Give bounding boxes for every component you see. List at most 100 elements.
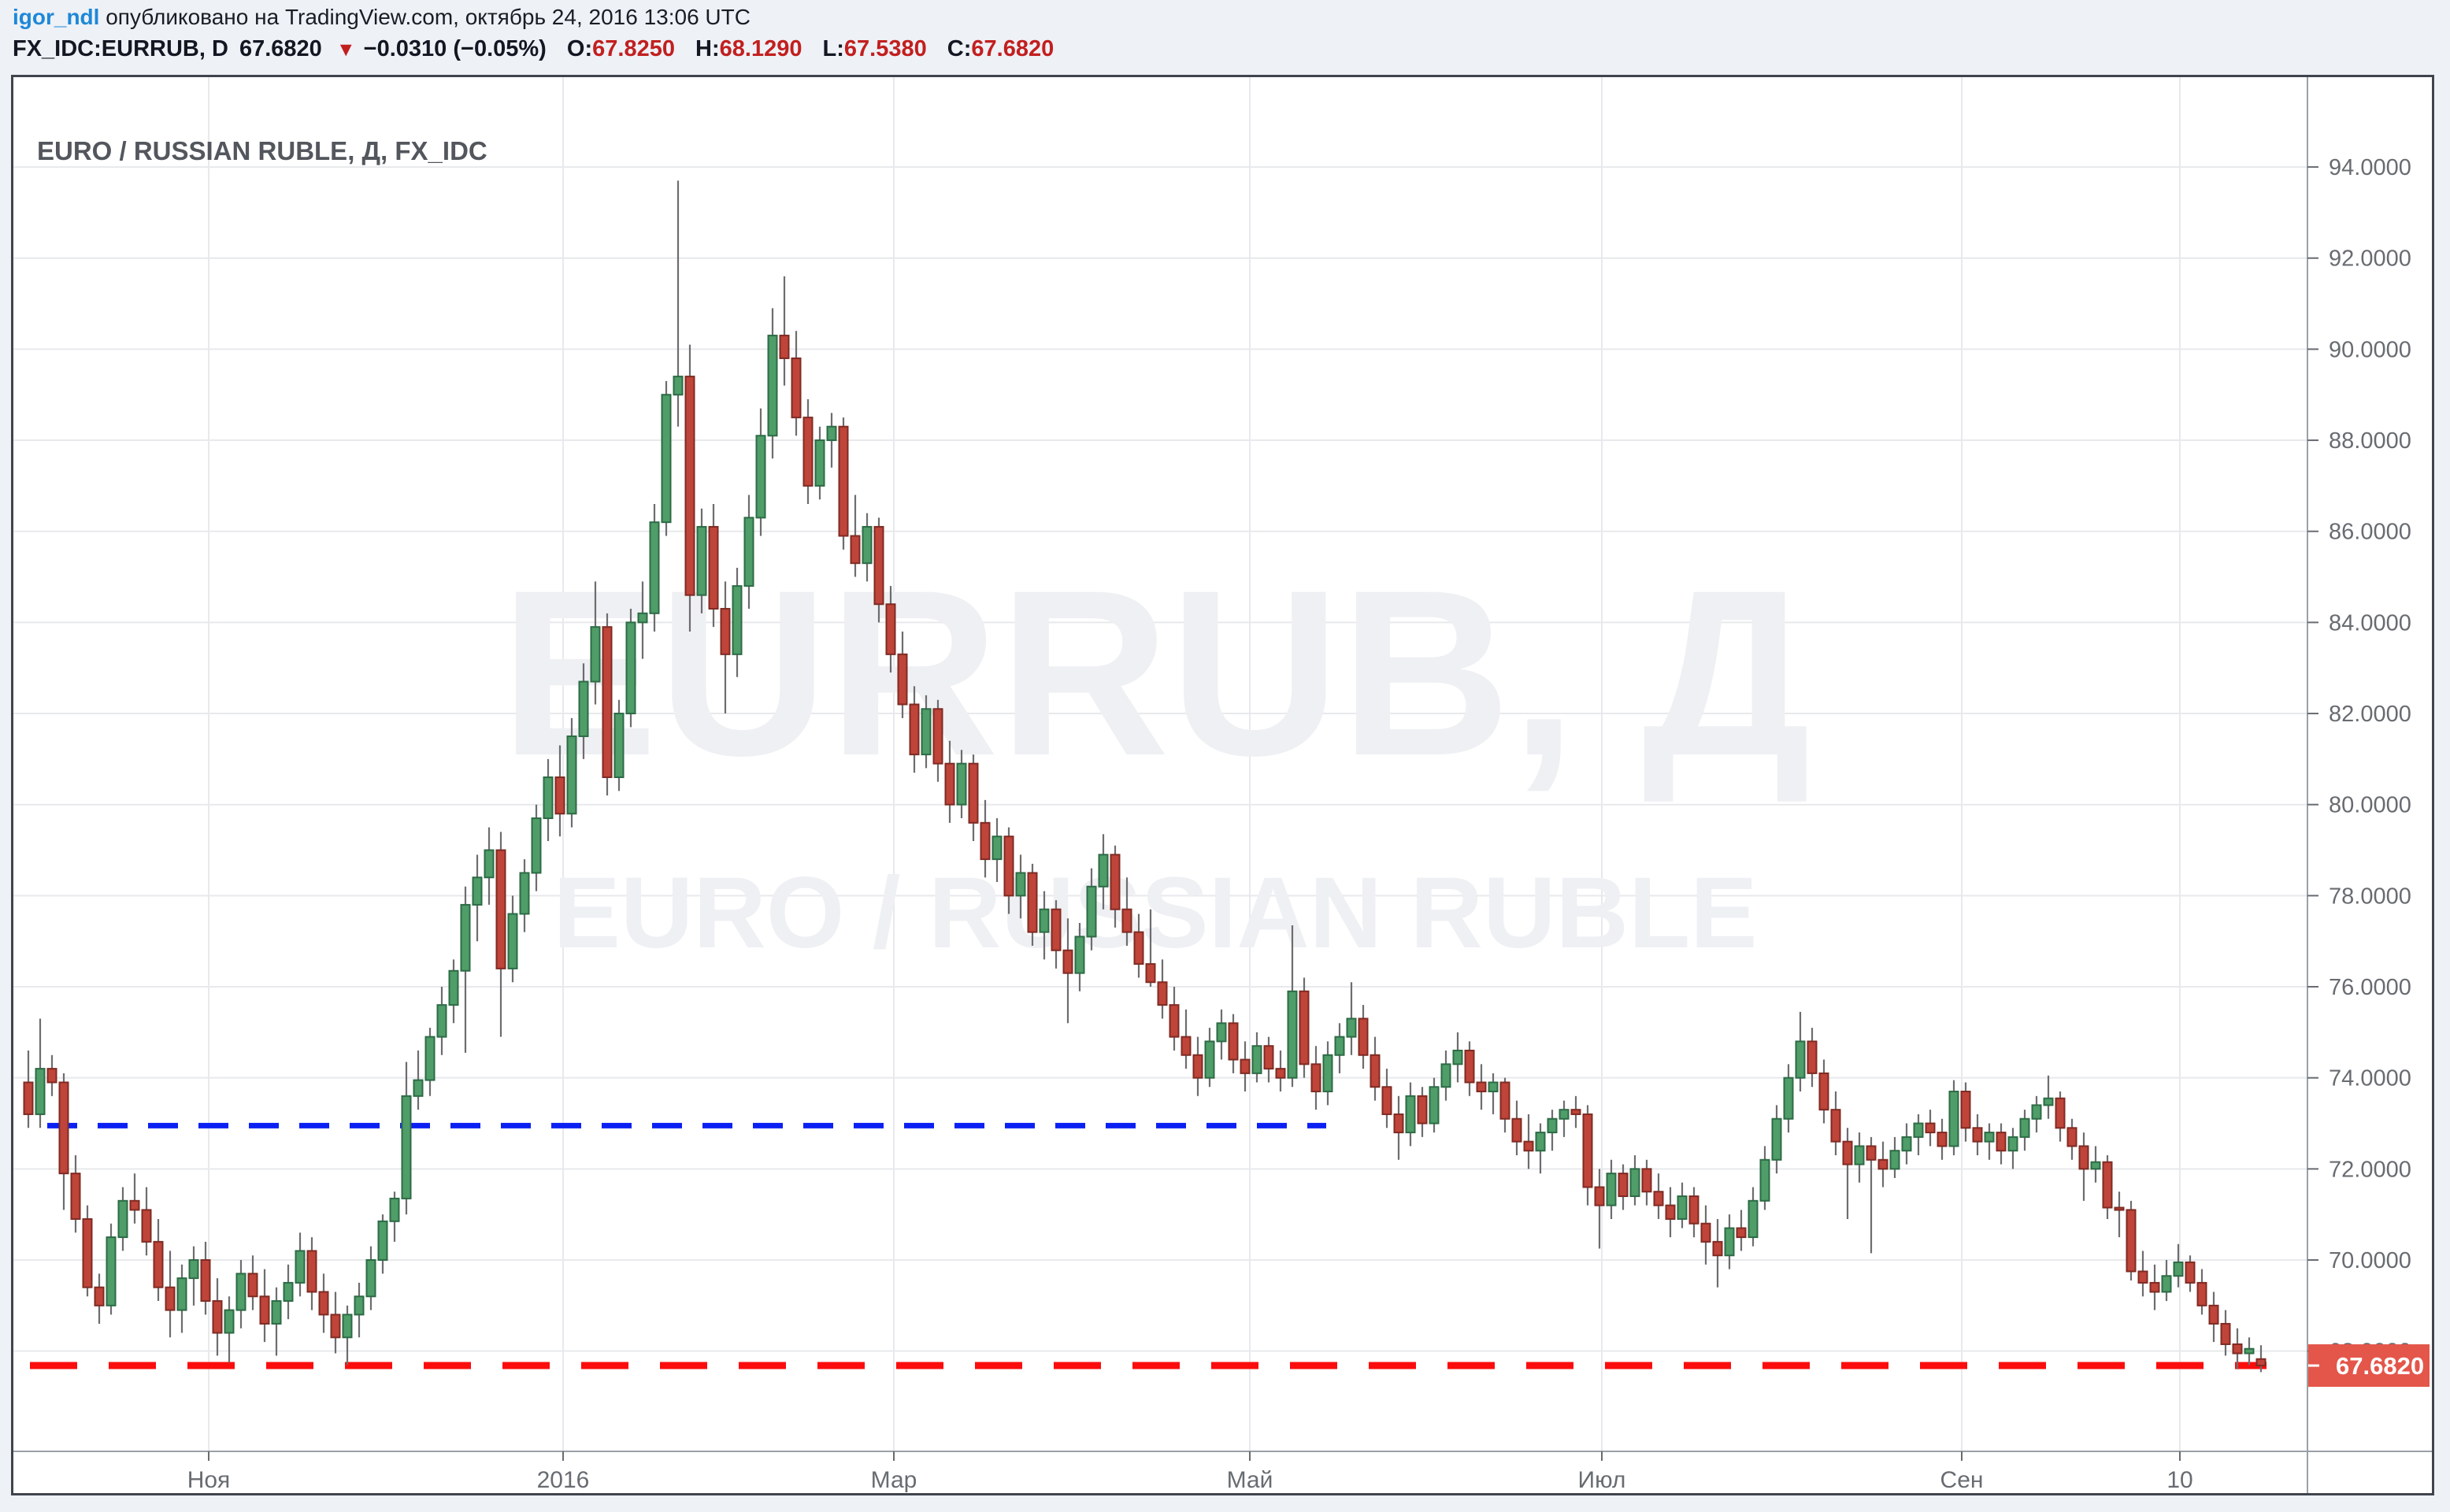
candle-body-down (2208, 1304, 2219, 1325)
candle-body-up (377, 1220, 388, 1261)
candle-body-up (2090, 1161, 2101, 1170)
candle (141, 1187, 152, 1256)
candle (862, 513, 873, 582)
candle-body-down (1665, 1204, 1676, 1220)
candle-body-up (767, 335, 778, 437)
candle (1866, 1136, 1877, 1254)
candle-body-up (448, 969, 459, 1006)
candle (1251, 1032, 1262, 1083)
candle-body-up (1748, 1199, 1759, 1239)
candle-body-down (2220, 1322, 2231, 1345)
candle-body-down (708, 525, 719, 610)
candle-body-down (1157, 981, 1168, 1006)
candle-body-down (2255, 1358, 2267, 1367)
candle-body-up (413, 1079, 424, 1097)
candle-body-down (802, 417, 814, 487)
candle (247, 1255, 258, 1310)
candle-body-down (165, 1286, 176, 1311)
candle (1204, 1028, 1215, 1088)
candle-body-up (826, 425, 837, 442)
candle-body-up (755, 435, 766, 519)
candle (2232, 1328, 2243, 1369)
candle (732, 567, 743, 677)
candlestick-series[interactable] (23, 180, 2267, 1373)
close-label: C: (947, 36, 972, 61)
candle-body-up (35, 1068, 46, 1115)
candle (2102, 1154, 2113, 1219)
candle (1322, 1041, 1333, 1106)
candle (448, 959, 459, 1024)
candle-body-down (212, 1300, 223, 1334)
price-axis[interactable]: 94.0000 92.0000 90.0000 88.0000 86.0000 84.00… (2307, 155, 2411, 1365)
publish-text: опубликовано на TradingView.com, октябрь… (99, 5, 751, 29)
username-link[interactable]: igor_ndl (13, 5, 100, 29)
candle (1263, 1036, 1274, 1083)
candle (1393, 1095, 1404, 1160)
candle (956, 750, 967, 819)
candle (980, 799, 991, 878)
candle-body-down (1511, 1117, 1522, 1143)
candle (1074, 923, 1085, 991)
candle (117, 1187, 128, 1251)
candle (1240, 1041, 1251, 1092)
price-change: −0.0310 (−0.05%) (363, 36, 547, 61)
candle (613, 699, 625, 791)
price-tick-label: 78.0000 (2329, 884, 2411, 909)
candle (2019, 1110, 2030, 1151)
candle-body-up (106, 1236, 117, 1306)
candle (1736, 1210, 1747, 1251)
candle (1877, 1141, 1888, 1188)
candle (543, 758, 554, 841)
price-tick-label: 90.0000 (2329, 337, 2411, 362)
candle (377, 1214, 388, 1274)
candle-body-down (1937, 1132, 1948, 1147)
candle-body-down (2137, 1270, 2148, 1284)
candle (1523, 1114, 1534, 1169)
candle-body-down (1240, 1058, 1251, 1074)
candle (1381, 1069, 1392, 1128)
open-value: 67.8250 (592, 36, 675, 61)
time-axis[interactable]: Ноя 2016 Мар Май Июл Сен 10 (187, 1451, 2193, 1493)
candle (1310, 1046, 1321, 1110)
candle (791, 331, 802, 436)
price-tick-label: 70.0000 (2329, 1248, 2411, 1273)
candle-body-up (1488, 1081, 1499, 1093)
candle-body-up (661, 394, 672, 524)
symbol-legend-bar: FX_IDC:EURRUB, D 67.6820 ▼ −0.0310 (−0.0… (13, 36, 1068, 62)
candle-body-up (1405, 1095, 1416, 1134)
candle-body-up (1854, 1145, 1865, 1166)
candle-body-up (732, 585, 743, 655)
candle (401, 1062, 412, 1215)
candle-body-down (259, 1295, 270, 1325)
change-down-arrow-icon: ▼ (335, 39, 356, 61)
candle (436, 987, 447, 1055)
candle (153, 1218, 164, 1302)
candle-body-down (1310, 1063, 1321, 1093)
candle-body-up (1334, 1036, 1345, 1056)
candle-body-up (389, 1197, 400, 1222)
candle (1712, 1218, 1723, 1288)
candle (684, 344, 695, 632)
candle (578, 663, 589, 759)
candle-body-up (543, 776, 554, 820)
candle-body-down (23, 1081, 34, 1115)
candle-body-up (2019, 1117, 2030, 1138)
candle-body-down (2232, 1343, 2243, 1354)
candle-body-down (1499, 1081, 1510, 1120)
candle (1133, 914, 1144, 978)
candle (460, 886, 471, 1053)
candle (1925, 1110, 1936, 1147)
candle (661, 380, 672, 536)
candle-body-down (1027, 872, 1038, 933)
chart-widget[interactable]: EURRUB, Д EURO / RUSSIAN RUBLE EURO / RUSS… (11, 75, 2434, 1495)
candle-body-down (247, 1273, 258, 1298)
candle (188, 1246, 199, 1306)
candle (165, 1251, 176, 1338)
candle (602, 613, 613, 796)
time-tick-label: 2016 (537, 1467, 590, 1493)
candle-body-up (507, 913, 518, 969)
candle (743, 495, 754, 610)
candle (1417, 1087, 1428, 1137)
last-price-label: 67.6820 (2308, 1344, 2430, 1388)
